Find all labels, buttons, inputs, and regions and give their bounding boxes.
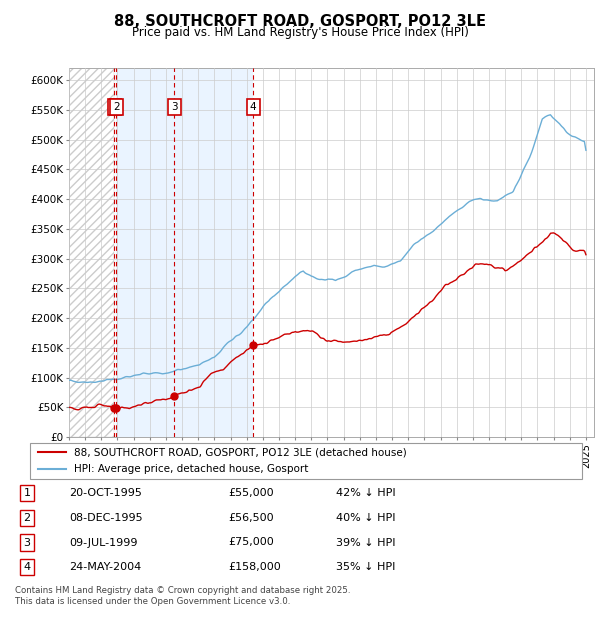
Text: This data is licensed under the Open Government Licence v3.0.: This data is licensed under the Open Gov…	[15, 597, 290, 606]
Text: 39% ↓ HPI: 39% ↓ HPI	[336, 538, 395, 547]
Text: 20-OCT-1995: 20-OCT-1995	[69, 488, 142, 498]
Text: 40% ↓ HPI: 40% ↓ HPI	[336, 513, 395, 523]
Text: £75,000: £75,000	[228, 538, 274, 547]
Text: £56,500: £56,500	[228, 513, 274, 523]
Text: 88, SOUTHCROFT ROAD, GOSPORT, PO12 3LE: 88, SOUTHCROFT ROAD, GOSPORT, PO12 3LE	[114, 14, 486, 29]
Text: 1: 1	[23, 488, 31, 498]
Bar	[69, 68, 114, 437]
Text: 35% ↓ HPI: 35% ↓ HPI	[336, 562, 395, 572]
Text: 4: 4	[250, 102, 256, 112]
Text: 88, SOUTHCROFT ROAD, GOSPORT, PO12 3LE (detached house): 88, SOUTHCROFT ROAD, GOSPORT, PO12 3LE (…	[74, 447, 407, 457]
Text: 3: 3	[23, 538, 31, 547]
Text: 08-DEC-1995: 08-DEC-1995	[69, 513, 143, 523]
Text: £158,000: £158,000	[228, 562, 281, 572]
Text: Price paid vs. HM Land Registry's House Price Index (HPI): Price paid vs. HM Land Registry's House …	[131, 26, 469, 39]
Text: Contains HM Land Registry data © Crown copyright and database right 2025.: Contains HM Land Registry data © Crown c…	[15, 586, 350, 595]
Text: 09-JUL-1999: 09-JUL-1999	[69, 538, 137, 547]
Text: 24-MAY-2004: 24-MAY-2004	[69, 562, 141, 572]
FancyBboxPatch shape	[30, 443, 582, 479]
Text: 3: 3	[171, 102, 178, 112]
Text: 2: 2	[23, 513, 31, 523]
Bar	[116, 68, 253, 437]
Text: 4: 4	[23, 562, 31, 572]
Text: HPI: Average price, detached house, Gosport: HPI: Average price, detached house, Gosp…	[74, 464, 308, 474]
Text: 1: 1	[111, 102, 118, 112]
Text: £55,000: £55,000	[228, 488, 274, 498]
Text: 2: 2	[113, 102, 120, 112]
Text: 42% ↓ HPI: 42% ↓ HPI	[336, 488, 395, 498]
